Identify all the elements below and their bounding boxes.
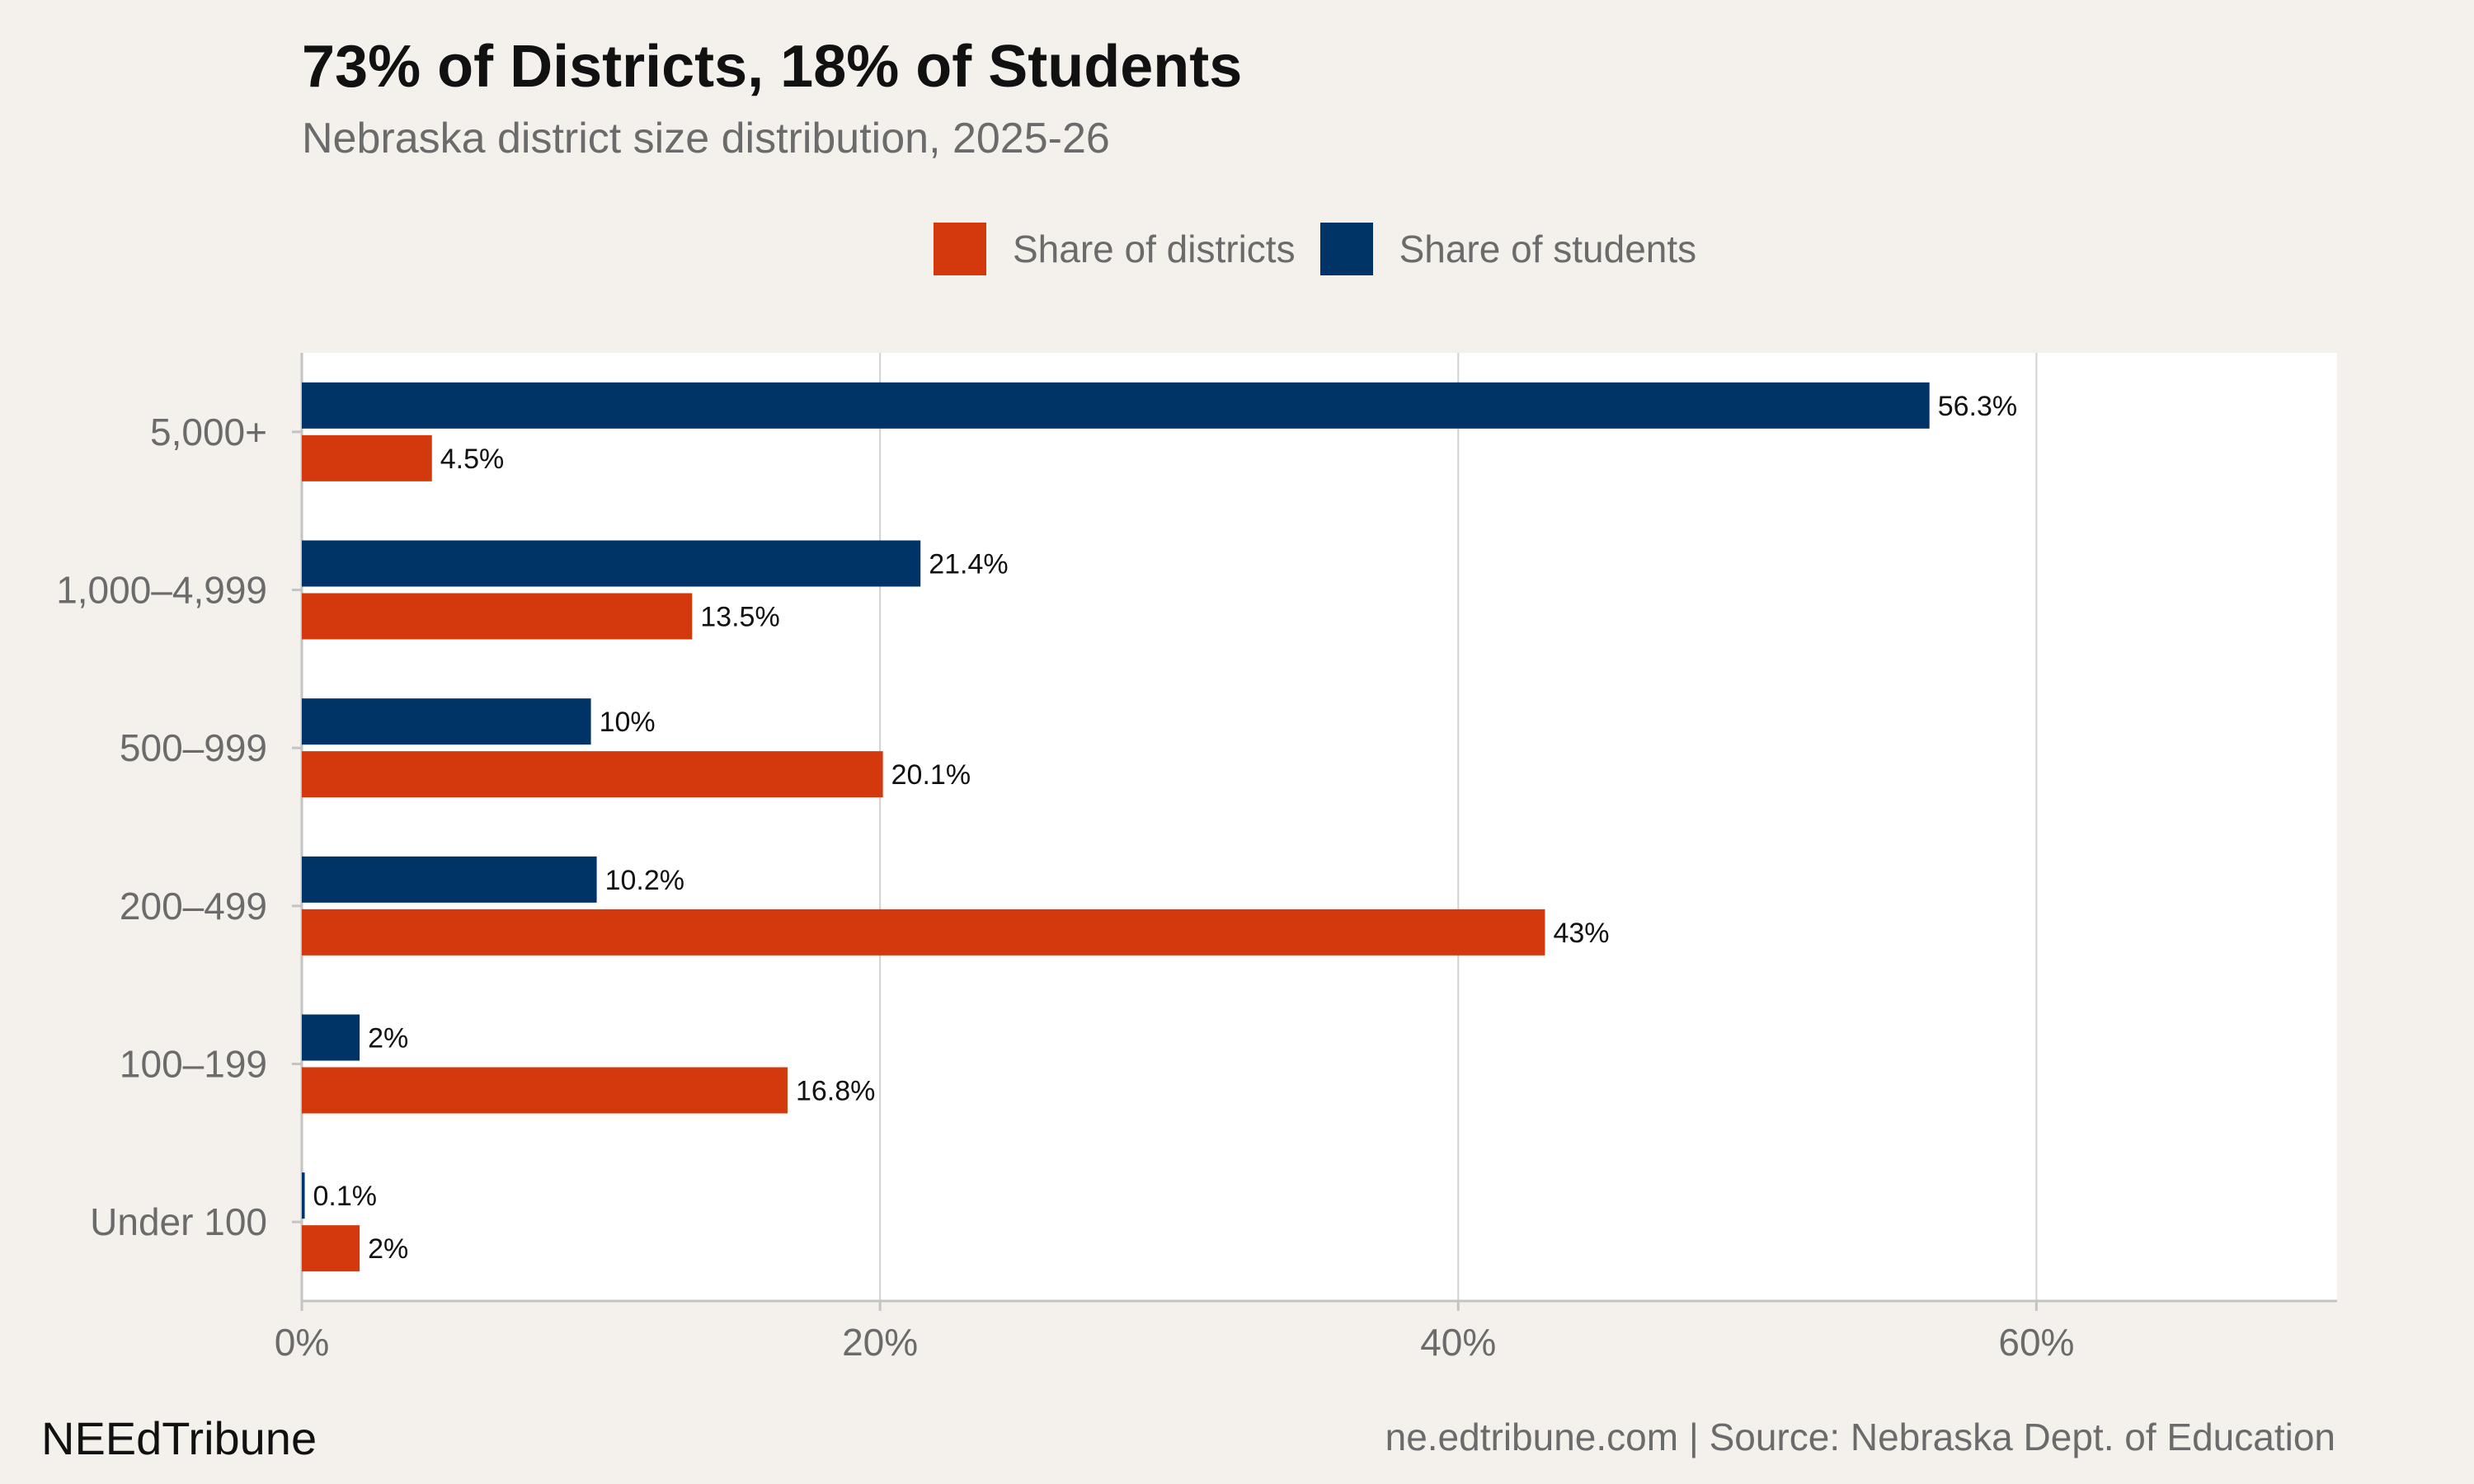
districts-bar-1: [302, 593, 693, 640]
legend-item-students: Share of students: [1319, 223, 1697, 275]
students-bar-5: [302, 1172, 305, 1219]
districts-data-label-3: 43%: [1553, 918, 1609, 949]
students-bar-2: [302, 698, 591, 745]
x-tick-label-0: 0%: [275, 1321, 329, 1364]
category-label-3: 200–499: [120, 885, 267, 928]
districts-bar-0: [302, 434, 432, 481]
chart-subtitle: Nebraska district size distribution, 202…: [302, 115, 1110, 162]
category-label-0: 5,000+: [150, 411, 267, 453]
legend-swatch-districts: [934, 223, 986, 275]
students-data-label-1: 21.4%: [929, 549, 1008, 580]
source-credit: ne.edtribune.com | Source: Nebraska Dept…: [1385, 1416, 2335, 1458]
category-label-4: 100–199: [120, 1043, 267, 1086]
districts-data-label-4: 16.8%: [796, 1076, 875, 1107]
districts-data-label-1: 13.5%: [700, 602, 779, 633]
legend-label-districts: Share of districts: [1013, 228, 1296, 270]
students-bar-4: [302, 1014, 360, 1061]
students-bar-3: [302, 856, 597, 903]
legend-swatch-students: [1319, 223, 1373, 275]
chart-legend: Share of districts Share of students: [934, 223, 1721, 275]
students-bar-0: [302, 382, 1930, 429]
legend-label-students: Share of students: [1399, 228, 1697, 270]
brand-logo-text: NEEdTribune: [41, 1412, 317, 1464]
students-bar-1: [302, 540, 921, 587]
chart-title: 73% of Districts, 18% of Students: [302, 34, 1243, 100]
districts-bar-3: [302, 909, 1545, 956]
districts-bar-5: [302, 1225, 360, 1272]
students-data-label-4: 2%: [368, 1023, 408, 1054]
x-tick-label-2: 40%: [1420, 1321, 1496, 1364]
districts-data-label-5: 2%: [368, 1233, 408, 1265]
plot-area: [302, 353, 2337, 1301]
x-tick-label-1: 20%: [842, 1321, 918, 1364]
students-data-label-5: 0.1%: [313, 1181, 378, 1212]
districts-data-label-2: 20.1%: [891, 759, 971, 791]
legend-item-districts: Share of districts: [934, 223, 1296, 275]
districts-bar-4: [302, 1067, 788, 1114]
x-tick-label-3: 60%: [1998, 1321, 2074, 1364]
students-data-label-0: 56.3%: [1938, 391, 2017, 422]
districts-data-label-0: 4.5%: [440, 444, 505, 475]
students-data-label-2: 10%: [600, 707, 656, 738]
category-label-2: 500–999: [120, 726, 267, 769]
category-label-5: Under 100: [90, 1200, 267, 1243]
districts-bar-2: [302, 751, 883, 798]
students-data-label-3: 10.2%: [605, 865, 684, 896]
category-label-1: 1,000–4,999: [56, 569, 267, 612]
